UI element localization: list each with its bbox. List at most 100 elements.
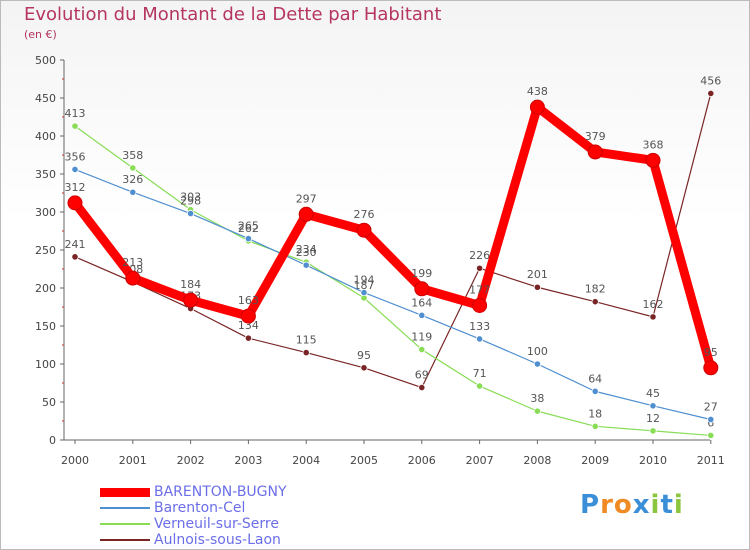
legend-swatch	[100, 523, 150, 525]
logo-letter: i	[650, 490, 661, 520]
series-line-1	[74, 168, 712, 421]
data-label: 456	[700, 74, 721, 87]
data-point	[418, 311, 426, 319]
data-point	[707, 89, 715, 98]
x-tick-label: 2001	[119, 454, 147, 467]
data-label: 234	[296, 243, 317, 256]
data-point	[360, 364, 368, 372]
data-point	[703, 360, 719, 376]
data-point	[587, 144, 603, 160]
y-tick-label: 500	[35, 54, 56, 67]
data-label: 358	[122, 149, 143, 162]
data-label: 12	[646, 412, 660, 425]
data-point	[475, 382, 484, 390]
data-label: 297	[296, 192, 317, 205]
y-tick-label: 250	[35, 244, 56, 257]
y-tick-label: 50	[42, 396, 56, 409]
legend-label: Verneuil-sur-Serre	[154, 516, 279, 532]
x-tick-label: 2002	[177, 454, 205, 467]
legend-swatch	[100, 539, 150, 541]
data-label: 115	[296, 334, 317, 347]
data-label: 276	[354, 208, 375, 221]
data-point	[71, 253, 79, 261]
data-label: 27	[704, 400, 718, 413]
data-point	[475, 335, 484, 343]
y-tick-label: 150	[35, 320, 56, 333]
data-point	[187, 209, 195, 218]
data-label: 69	[415, 369, 429, 382]
data-point	[649, 402, 657, 410]
data-label: 187	[354, 279, 375, 292]
chart-title: Evolution du Montant de la Dette par Hab…	[24, 4, 442, 25]
legend-swatch	[100, 507, 150, 509]
data-label: 201	[527, 268, 548, 281]
data-point	[645, 152, 661, 168]
data-point	[533, 360, 542, 368]
logo-letter: P	[580, 490, 601, 520]
x-tick-label: 2008	[523, 454, 551, 467]
data-point	[356, 222, 372, 238]
data-label: 194	[354, 274, 375, 287]
data-label: 298	[180, 195, 201, 208]
logo-letter: r	[600, 490, 614, 520]
data-label: 71	[473, 367, 487, 380]
data-point	[418, 383, 426, 392]
data-point	[649, 313, 657, 321]
data-label: 18	[588, 407, 602, 420]
series-line-3	[74, 92, 712, 389]
data-label: 184	[180, 278, 201, 291]
data-point	[649, 427, 657, 435]
data-label: 100	[527, 345, 548, 358]
legend-label: Barenton-Cel	[154, 500, 246, 516]
data-label: 182	[585, 283, 606, 296]
data-label: 164	[411, 296, 432, 309]
data-point	[302, 348, 310, 357]
x-tick-label: 2000	[61, 454, 89, 467]
data-label: 265	[238, 220, 259, 233]
data-label: 213	[122, 256, 143, 269]
legend-label: BARENTON-BUGNY	[154, 484, 287, 500]
x-tick-label: 2009	[581, 454, 609, 467]
data-point	[591, 422, 599, 430]
data-point	[183, 292, 199, 308]
data-point	[244, 235, 252, 243]
data-label: 438	[527, 85, 548, 98]
chart-subtitle: (en €)	[24, 28, 57, 41]
y-tick-label: 100	[35, 358, 56, 371]
data-label: 262	[238, 222, 259, 235]
data-point	[125, 270, 141, 286]
data-label: 162	[643, 298, 664, 311]
data-label: 226	[469, 249, 490, 262]
y-tick-label: 350	[35, 168, 56, 181]
data-label: 241	[65, 238, 86, 251]
data-label: 326	[122, 173, 143, 186]
data-label: 312	[65, 181, 86, 194]
data-point	[240, 308, 256, 324]
legend-label: Aulnois-sous-Laon	[154, 532, 281, 548]
data-label: 119	[411, 331, 432, 344]
data-label: 177	[469, 283, 490, 296]
legend-item: Aulnois-sous-Laon	[100, 532, 287, 548]
y-tick-label: 400	[35, 130, 56, 143]
data-label: 199	[411, 267, 432, 280]
x-tick-label: 2004	[292, 454, 320, 467]
data-point	[529, 99, 545, 115]
legend-swatch	[100, 487, 150, 497]
x-tick-label: 2007	[466, 454, 494, 467]
x-tick-label: 2003	[234, 454, 262, 467]
data-label: 64	[588, 372, 602, 385]
data-point	[67, 195, 83, 211]
data-label: 230	[296, 246, 317, 259]
data-label: 379	[585, 130, 606, 143]
data-point	[472, 297, 488, 313]
data-point	[707, 415, 715, 424]
data-point	[475, 264, 484, 272]
data-point	[302, 261, 310, 269]
data-point	[129, 164, 137, 172]
series-line-0	[70, 102, 716, 373]
data-point	[707, 431, 715, 440]
data-label: 163	[238, 294, 259, 307]
proxiti-logo: Proxiti	[580, 490, 684, 520]
data-label: 38	[530, 392, 544, 405]
data-point	[129, 188, 137, 196]
